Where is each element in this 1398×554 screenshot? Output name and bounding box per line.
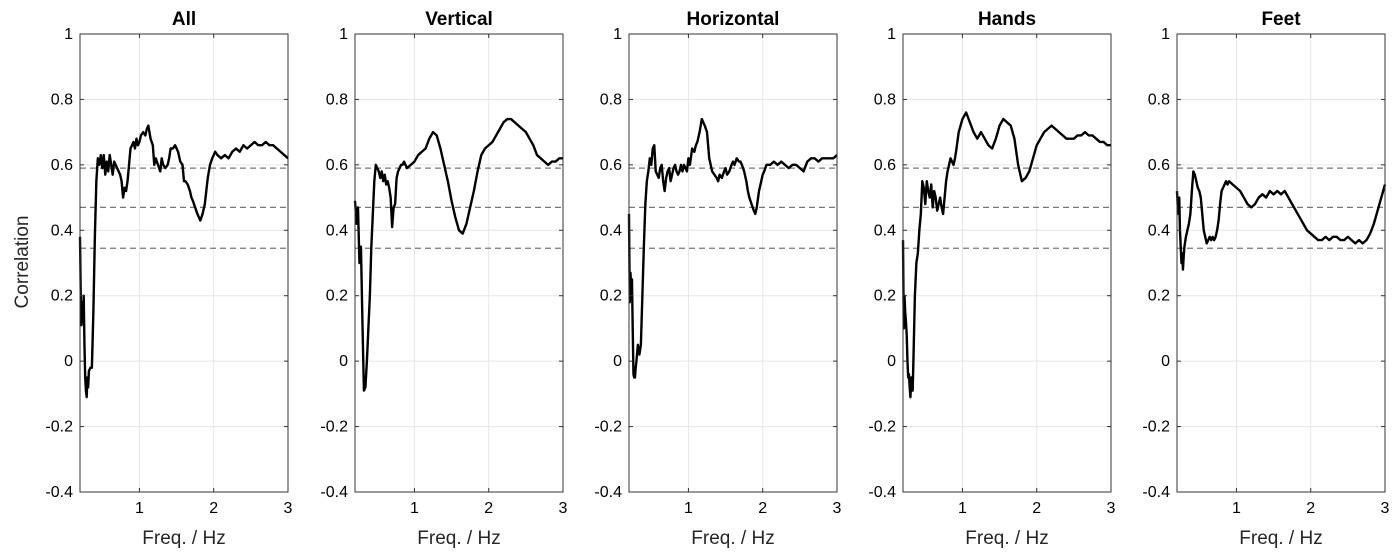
y-tick-label: 0.8 xyxy=(326,91,348,108)
y-tick-label: 0.6 xyxy=(326,157,348,174)
y-tick-label: 1 xyxy=(64,26,73,43)
panel-feet: 1 0.8 0.6 0.4 0.2 0 -0.2 -0.4 1 2 3 Feet Freq. / Hz xyxy=(1142,9,1389,549)
x-tick-label: 3 xyxy=(559,500,568,517)
y-tick-label: 0.6 xyxy=(600,157,622,174)
x-tick-label: 2 xyxy=(209,500,218,517)
x-tick-label: 3 xyxy=(284,500,293,517)
x-tick-label: 3 xyxy=(1381,500,1390,517)
y-tick-label: 0 xyxy=(1161,353,1170,370)
y-tick-label: 0 xyxy=(339,353,348,370)
y-tick-label: -0.2 xyxy=(594,419,622,436)
y-axis-label: Correlation xyxy=(12,216,33,309)
y-tick-label: -0.2 xyxy=(45,419,73,436)
x-tick-label: 2 xyxy=(1032,500,1041,517)
x-axis-label: Freq. / Hz xyxy=(691,528,774,549)
panel-horizontal: 1 0.8 0.6 0.4 0.2 0 -0.2 -0.4 1 2 3 Horizontal Freq.… xyxy=(594,9,841,549)
panel-title: Vertical xyxy=(425,9,493,30)
y-tick-label: -0.4 xyxy=(594,484,622,501)
grid xyxy=(903,33,1112,493)
y-tick-label: 0.4 xyxy=(600,222,622,239)
axes-box xyxy=(79,33,289,493)
panel-title: Hands xyxy=(978,9,1036,30)
x-tick-label: 1 xyxy=(1232,500,1241,517)
axes-box xyxy=(902,33,1112,493)
correlation-line xyxy=(901,111,1111,399)
y-tick-label: 0.4 xyxy=(874,222,896,239)
panel-title: Horizontal xyxy=(687,9,780,30)
x-axis-label: Freq. / Hz xyxy=(965,528,1048,549)
y-tick-label: 0.2 xyxy=(600,288,622,305)
y-tick-label: 0.6 xyxy=(874,157,896,174)
y-tick-label: 1 xyxy=(613,26,622,43)
y-tick-label: -0.4 xyxy=(320,484,348,501)
y-tick-label: -0.2 xyxy=(320,419,348,436)
x-axis-label: Freq. / Hz xyxy=(1239,528,1322,549)
x-axis-label: Freq. / Hz xyxy=(417,528,500,549)
y-tick-label: 0.2 xyxy=(326,288,348,305)
x-tick-label: 1 xyxy=(135,500,144,517)
y-tick-label: 1 xyxy=(339,26,348,43)
grid xyxy=(629,33,838,493)
axes-box xyxy=(354,33,564,493)
x-tick-label: 2 xyxy=(484,500,493,517)
panel-title: Feet xyxy=(1261,9,1301,30)
x-tick-label: 1 xyxy=(958,500,967,517)
y-tick-label: 0.2 xyxy=(874,288,896,305)
panel-title: All xyxy=(172,9,196,30)
y-tick-label: 0.2 xyxy=(1148,288,1170,305)
grid xyxy=(1177,33,1386,493)
y-tick-label: 0.4 xyxy=(326,222,348,239)
grid xyxy=(80,33,289,493)
y-tick-label: 0 xyxy=(887,353,896,370)
y-tick-label: 0 xyxy=(64,353,73,370)
panel-all: 1 0.8 0.6 0.4 0.2 0 -0.2 -0.4 1 2 3 All Freq. / Hz xyxy=(45,9,292,549)
y-tick-label: 0.6 xyxy=(1148,157,1170,174)
grid xyxy=(355,33,564,493)
panel-hands: 1 0.8 0.6 0.4 0.2 0 -0.2 -0.4 1 2 3 Hands Freq. / Hz xyxy=(868,9,1115,549)
y-tick-label: 0.8 xyxy=(1148,91,1170,108)
y-tick-label: 0 xyxy=(613,353,622,370)
y-tick-label: 0.8 xyxy=(600,91,622,108)
correlation-line xyxy=(78,124,289,399)
x-tick-label: 2 xyxy=(1306,500,1315,517)
y-tick-label: 1 xyxy=(887,26,896,43)
y-tick-label: 0.6 xyxy=(51,157,73,174)
axes-box xyxy=(1176,33,1386,493)
x-tick-label: 1 xyxy=(410,500,419,517)
y-tick-label: 0.8 xyxy=(874,91,896,108)
y-tick-label: 0.4 xyxy=(1148,222,1170,239)
y-tick-label: 0.2 xyxy=(51,288,73,305)
correlation-line xyxy=(627,117,838,379)
panel-vertical: 1 0.8 0.6 0.4 0.2 0 -0.2 -0.4 1 2 3 Vertical Freq. /… xyxy=(320,9,567,549)
y-tick-label: 0.4 xyxy=(51,222,73,239)
correlation-line xyxy=(353,117,563,392)
y-tick-label: -0.2 xyxy=(1142,419,1170,436)
correlation-line xyxy=(1175,170,1387,271)
y-tick-label: 0.8 xyxy=(51,91,73,108)
y-tick-label: -0.4 xyxy=(45,484,73,501)
y-tick-label: -0.2 xyxy=(868,419,896,436)
x-tick-label: 1 xyxy=(684,500,693,517)
x-tick-label: 3 xyxy=(833,500,842,517)
axes-box xyxy=(628,33,838,493)
x-axis-label: Freq. / Hz xyxy=(142,528,225,549)
x-tick-label: 3 xyxy=(1107,500,1116,517)
y-tick-label: 1 xyxy=(1161,26,1170,43)
y-tick-label: -0.4 xyxy=(868,484,896,501)
x-tick-label: 2 xyxy=(758,500,767,517)
y-tick-label: -0.4 xyxy=(1142,484,1170,501)
